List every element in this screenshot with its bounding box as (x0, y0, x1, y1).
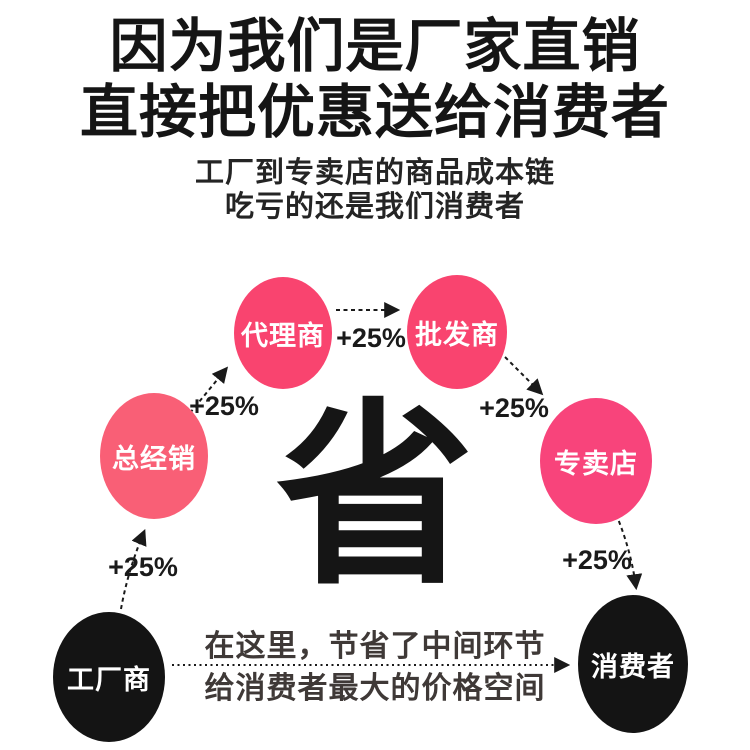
save-character: 省 (276, 386, 474, 607)
markup-label-3: +25% (336, 323, 406, 353)
subtitle: 工厂到专卖店的商品成本链 吃亏的还是我们消费者 (0, 156, 750, 224)
footer-text: 在这里，节省了中间环节 给消费者最大的价格空间 (0, 631, 750, 705)
footer-line-1: 在这里，节省了中间环节 (204, 630, 546, 663)
node-agent: 代理商 (234, 277, 332, 389)
node-consumer: 消费者 (578, 595, 688, 733)
markup-label-1: +25% (108, 552, 178, 582)
node-specialty-store: 专卖店 (540, 398, 652, 524)
node-general-distributor: 总经销 (100, 393, 208, 519)
arrow-wholesaler-to-store (504, 356, 544, 396)
subtitle-line-1: 工厂到专卖店的商品成本链 (194, 157, 555, 189)
markup-label-5: +25% (562, 545, 632, 575)
title-line-2: 直接把优惠送给消费者 (79, 80, 670, 145)
node-wholesaler: 批发商 (407, 275, 507, 389)
markup-label-2: +25% (189, 391, 259, 421)
title-line-1: 因为我们是厂家直销 (109, 14, 641, 79)
subtitle-line-2: 吃亏的还是我们消费者 (224, 191, 525, 223)
markup-label-4: +25% (479, 393, 549, 423)
footer-line-2: 给消费者最大的价格空间 (204, 672, 546, 705)
page-title: 因为我们是厂家直销 直接把优惠送给消费者 (0, 14, 750, 146)
node-factory: 工厂商 (53, 612, 165, 742)
